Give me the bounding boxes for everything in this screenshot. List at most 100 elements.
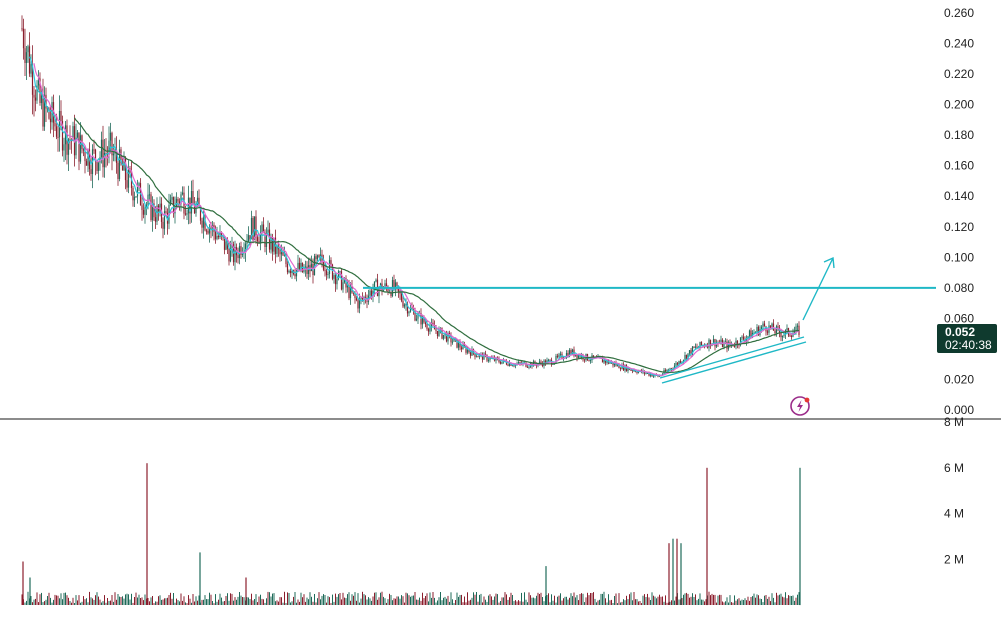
volume-bar (471, 597, 473, 605)
candle-body (250, 218, 253, 240)
volume-bar (366, 599, 368, 605)
volume-bar (588, 595, 590, 605)
candle-body (178, 201, 181, 204)
volume-axis[interactable]: 8 M 6 M 4 M 2 M (944, 415, 964, 566)
projection-arrow-line[interactable] (802, 257, 834, 321)
candle-body (327, 274, 329, 276)
volume-bar (443, 597, 444, 605)
candle-body (87, 149, 89, 166)
candle-body (723, 342, 725, 347)
volume-bar (425, 596, 426, 605)
volume-bar (45, 599, 47, 605)
volume-bar (207, 599, 209, 605)
candle-body (117, 162, 119, 179)
volume-bar (326, 602, 327, 605)
volume-bar (320, 599, 321, 605)
candle-body (171, 197, 173, 200)
candle-body (589, 360, 592, 362)
candle-body (547, 359, 550, 361)
volume-bar (675, 596, 677, 605)
candle-body (201, 220, 203, 228)
drawings[interactable] (363, 256, 936, 384)
candle-body (198, 197, 200, 207)
candle-body (456, 338, 458, 348)
volume-bar (233, 600, 234, 605)
volume-bar (713, 594, 714, 605)
volume-bar (252, 600, 254, 605)
volume-bar (407, 593, 408, 605)
candle-body (79, 135, 82, 162)
volume-bar (650, 600, 651, 605)
volume-bar (486, 601, 488, 605)
volume-bar (188, 595, 189, 605)
lightning-icon[interactable] (790, 396, 810, 416)
channel-line-lower[interactable] (661, 341, 807, 384)
candle-body (763, 323, 766, 327)
volume-bar (417, 599, 419, 605)
candle-body (754, 332, 757, 333)
volume-bar (350, 600, 351, 605)
candle-body (297, 262, 299, 269)
candle-body (636, 372, 638, 373)
candle-body (214, 232, 217, 240)
volume-bar (234, 597, 236, 605)
volume-bar (738, 598, 740, 605)
candle-body (210, 227, 212, 229)
volume-bar (567, 599, 569, 605)
volume-bar (755, 597, 756, 605)
volume-bar (323, 594, 324, 605)
projection-arrow-head[interactable] (823, 256, 835, 269)
ma-mid-line (33, 63, 800, 377)
volume-bar (716, 602, 717, 605)
candle-body (40, 95, 43, 103)
candle-body (129, 168, 131, 173)
volume-bar (353, 595, 354, 605)
volume-bar (225, 596, 227, 605)
volume-spike-bar (29, 577, 31, 605)
candle-body (285, 255, 287, 264)
volume-bar (465, 602, 467, 605)
candle-body (205, 230, 208, 232)
volume-bar (594, 598, 596, 605)
candle-body (244, 243, 247, 253)
volume-bar (302, 597, 303, 605)
volume-bar (218, 599, 219, 605)
candle-body (675, 363, 677, 366)
volume-bar (354, 592, 356, 605)
candle-body (745, 338, 748, 342)
candle-body (423, 316, 425, 323)
volume-bar (549, 602, 551, 605)
price-tick-label: 0.200 (944, 98, 974, 112)
volume-bar (467, 592, 468, 605)
candle-body (37, 78, 40, 86)
price-tick-label: 0.100 (944, 250, 974, 264)
volume-bar (243, 597, 245, 605)
volume-bar (771, 593, 773, 605)
volume-bar (741, 599, 743, 605)
candle-body (576, 354, 578, 358)
candle-body (186, 213, 188, 215)
volume-bar (84, 599, 86, 605)
candle-body (472, 349, 475, 354)
candle-body (111, 132, 113, 156)
volume-bar (162, 599, 164, 605)
volume-bar (174, 602, 176, 605)
candle-body (240, 246, 242, 255)
volume-bar (288, 593, 290, 605)
volume-bar (195, 596, 197, 605)
candle-body (684, 355, 686, 360)
volume-bar (60, 593, 62, 605)
candle-body (43, 94, 46, 127)
volume-bar (699, 593, 701, 605)
candle-body (384, 283, 386, 289)
candle-body (58, 111, 61, 138)
channel-line-upper[interactable] (659, 336, 805, 379)
candle-body (169, 199, 172, 205)
candle-body (430, 322, 433, 328)
price-axis[interactable]: 0.260 0.240 0.220 0.200 0.180 0.160 0.140 0.120… (944, 6, 974, 417)
candle-body (487, 360, 490, 361)
candle-body (195, 205, 197, 214)
candle-body (403, 304, 406, 307)
